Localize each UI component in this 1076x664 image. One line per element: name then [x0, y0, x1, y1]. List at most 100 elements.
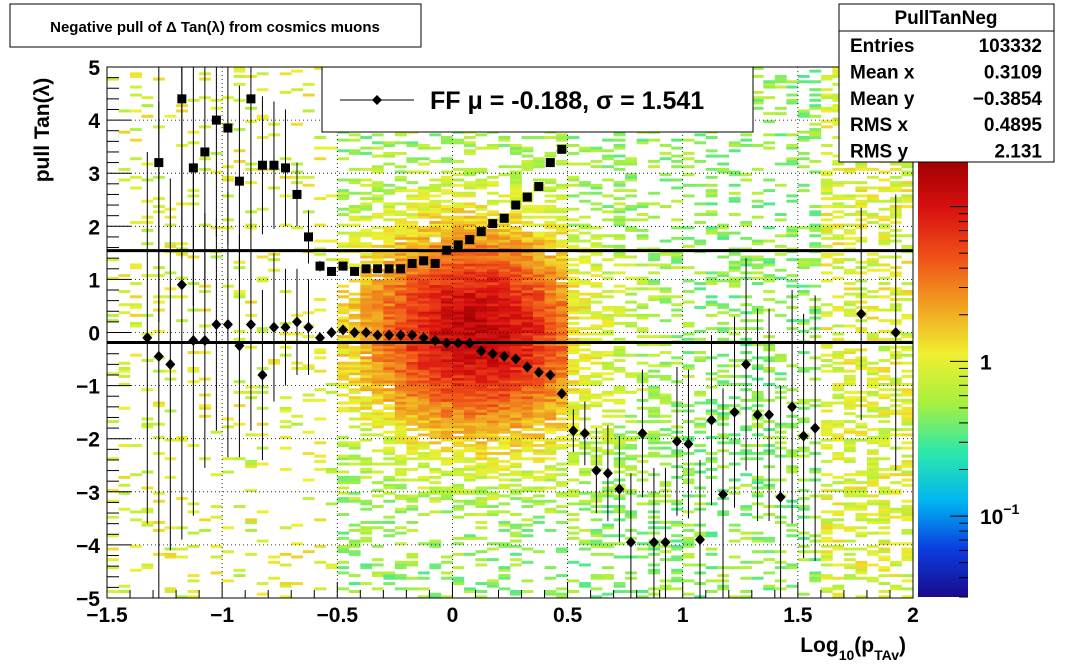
heatmap-cell [498, 377, 511, 381]
heatmap-cell [659, 205, 672, 209]
heatmap-cell [130, 324, 142, 328]
heatmap-cell [556, 417, 568, 421]
sigma-point [361, 264, 371, 274]
heatmap-cell [556, 218, 568, 222]
heatmap-cell [855, 422, 868, 426]
heatmap-cell [337, 382, 350, 386]
heatmap-cell [486, 300, 499, 304]
heatmap-cell [878, 486, 891, 490]
heatmap-cell [429, 422, 442, 426]
heatmap-cell [648, 385, 660, 389]
heatmap-cell [659, 290, 672, 293]
heatmap-cell [820, 550, 833, 554]
heatmap-cell [383, 364, 396, 368]
heatmap-cell [533, 390, 545, 394]
heatmap-cell [521, 146, 534, 150]
heatmap-cell [360, 414, 373, 418]
heatmap-cell [394, 414, 407, 418]
heatmap-cell [383, 311, 396, 315]
heatmap-cell [406, 436, 419, 439]
heatmap-cell [590, 587, 603, 591]
heatmap-cell [348, 367, 361, 370]
heatmap-cell [544, 398, 557, 402]
heatmap-cell [556, 138, 568, 142]
heatmap-cell [625, 226, 637, 230]
heatmap-cell [348, 351, 361, 355]
heatmap-cell [521, 382, 534, 386]
heatmap-cell [533, 359, 545, 362]
heatmap-cell [705, 271, 718, 275]
heatmap-cell [417, 279, 430, 283]
heatmap-cell [855, 571, 868, 575]
heatmap-cell [786, 85, 799, 89]
heatmap-cell [440, 422, 453, 426]
heatmap-cell [337, 406, 350, 410]
heatmap-cell [556, 136, 568, 139]
heatmap-cell [371, 258, 384, 262]
x-tick-label: 1.5 [783, 604, 813, 627]
heatmap-cell [417, 406, 430, 410]
heatmap-cell [429, 449, 442, 453]
heatmap-cell [705, 534, 718, 538]
y-tick-label: −3 [76, 482, 100, 505]
heatmap-cell [394, 388, 407, 392]
heatmap-cell [498, 483, 511, 487]
heatmap-cell [901, 587, 913, 591]
heatmap-cell [567, 151, 580, 155]
heatmap-cell [533, 297, 545, 301]
heatmap-cell [348, 441, 361, 445]
heatmap-cell [475, 420, 488, 424]
heatmap-cell [314, 459, 327, 463]
heatmap-cell [832, 454, 845, 458]
heatmap-cell [602, 574, 614, 578]
heatmap-cell [751, 560, 764, 564]
heatmap-cell [417, 491, 430, 495]
heatmap-cell [832, 72, 845, 76]
heatmap-cell [360, 205, 373, 209]
heatmap-cell [878, 595, 891, 598]
heatmap-cell [475, 451, 488, 455]
heatmap-cell [486, 284, 499, 288]
heatmap-cell [486, 260, 499, 264]
heatmap-cell [360, 536, 373, 540]
heatmap-cell [337, 444, 350, 447]
heatmap-cell [452, 220, 465, 224]
heatmap-cell [705, 276, 718, 280]
heatmap-cell [510, 523, 522, 527]
heatmap-cell [671, 138, 684, 142]
heatmap-cell [786, 80, 799, 84]
heatmap-cell [659, 374, 672, 378]
heatmap-cell [832, 136, 845, 139]
heatmap-cell [717, 327, 730, 331]
heatmap-cell [590, 311, 603, 315]
heatmap-cell [429, 385, 442, 389]
heatmap-cell [763, 133, 776, 137]
heatmap-cell [533, 550, 545, 554]
heatmap-cell [406, 157, 419, 161]
heatmap-cell [498, 255, 511, 259]
heatmap-cell [383, 207, 396, 211]
heatmap-cell [371, 388, 384, 392]
heatmap-cell [590, 226, 603, 230]
heatmap-cell [452, 300, 465, 304]
heatmap-cell [878, 295, 891, 299]
heatmap-cell [820, 244, 833, 248]
heatmap-cell [590, 552, 603, 556]
heatmap-cell [590, 372, 603, 376]
heatmap-cell [429, 414, 442, 418]
heatmap-cell [452, 566, 465, 570]
heatmap-cell [820, 555, 833, 559]
heatmap-cell [521, 303, 534, 307]
heatmap-cell [590, 268, 603, 272]
heatmap-cell [417, 287, 430, 291]
heatmap-cell [360, 428, 373, 432]
heatmap-cell [417, 361, 430, 365]
heatmap-cell [740, 505, 753, 509]
heatmap-cell [452, 457, 465, 461]
heatmap-cell [567, 351, 580, 355]
heatmap-cell [889, 481, 902, 485]
heatmap-cell [820, 459, 833, 463]
heatmap-cell [406, 377, 419, 381]
heatmap-cell [429, 510, 442, 514]
heatmap-cell [556, 483, 568, 487]
